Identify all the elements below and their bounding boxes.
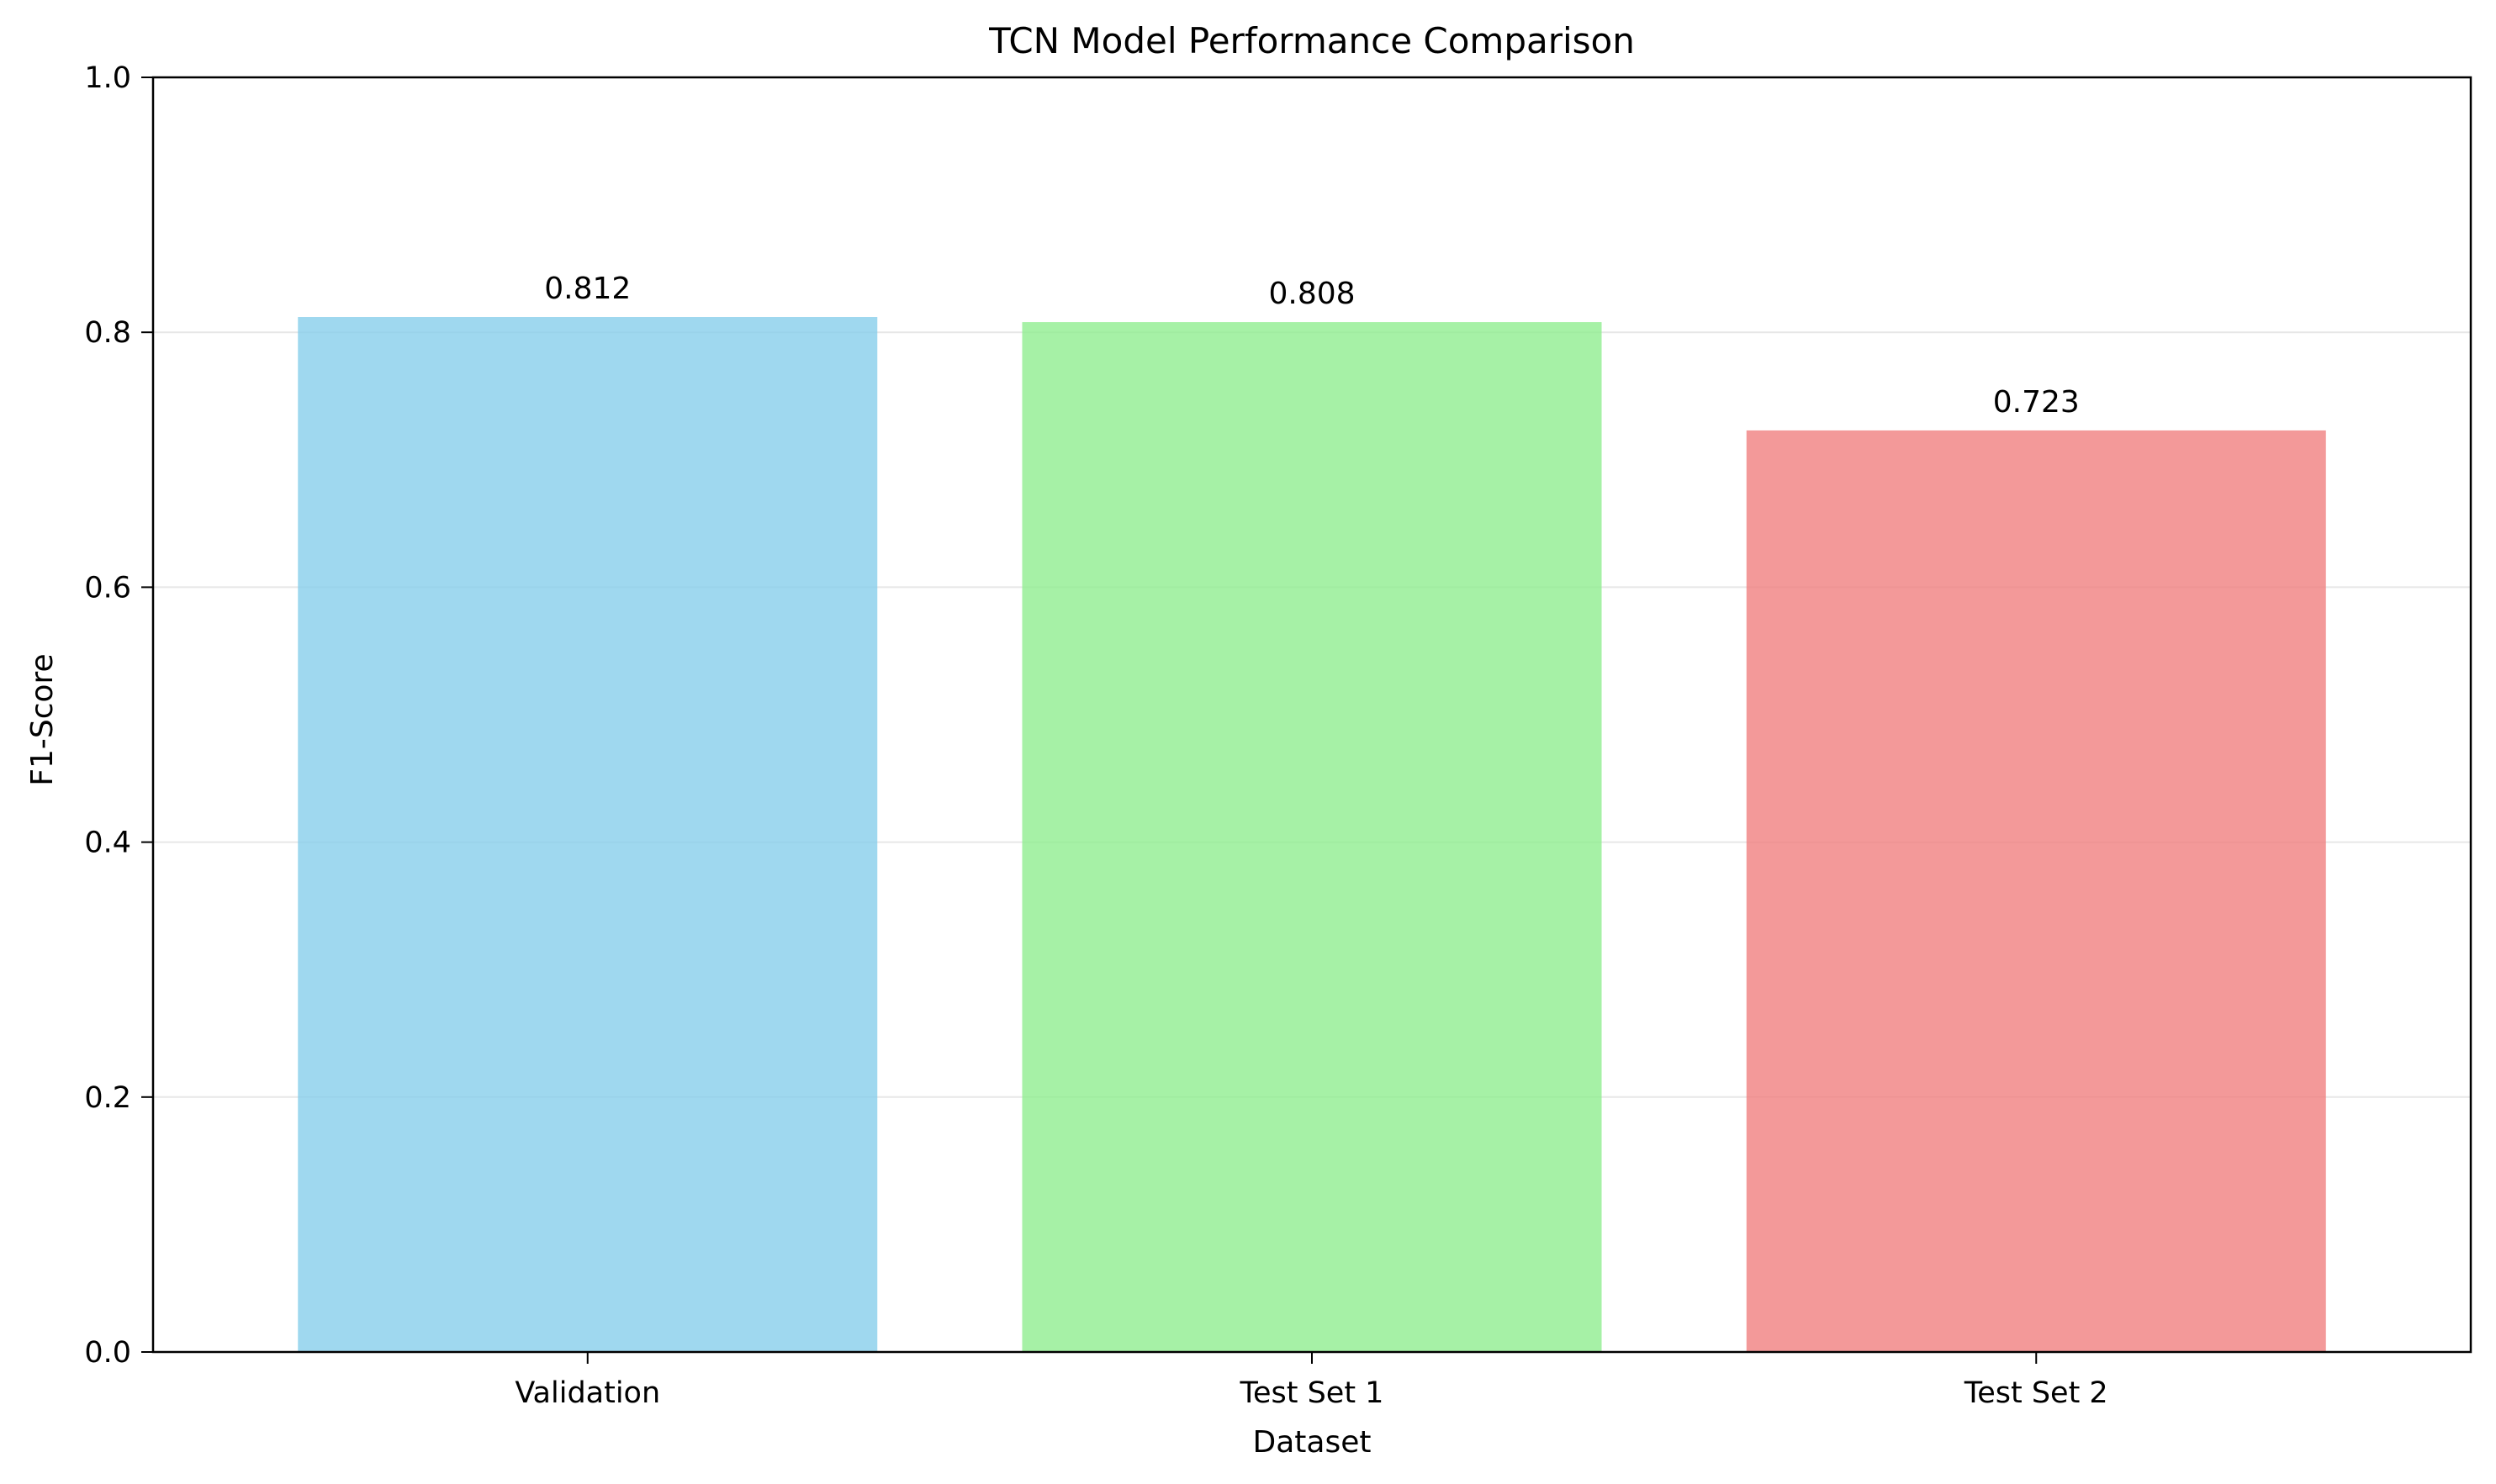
x-tick-label: Test Set 2 [1964,1376,2108,1410]
plot-frame [151,76,2472,1354]
bar-value-label: 0.812 [544,272,631,306]
y-axis-label: F1-Score [25,653,60,785]
x-axis-label: Dataset [1253,1425,1372,1460]
y-tick-label: 1.0 [84,61,131,95]
y-tick-label: 0.0 [84,1336,131,1370]
y-tick-label: 0.4 [84,826,131,860]
bars [298,317,2326,1352]
bar [1746,430,2326,1352]
x-tick-label: Validation [515,1376,660,1410]
bar [298,317,878,1352]
bar-value-label: 0.723 [1993,385,2080,420]
axes [141,76,2472,1364]
y-tick-label: 0.6 [84,571,131,605]
y-tick-label: 0.8 [84,316,131,350]
bar-value-label: 0.808 [1268,277,1355,311]
y-tick-label: 0.2 [84,1081,131,1115]
labels: TCN Model Performance Comparison Dataset… [25,20,2108,1460]
bar [1022,322,1602,1352]
chart-title: TCN Model Performance Comparison [988,20,1635,61]
x-tick-label: Test Set 1 [1240,1376,1384,1410]
